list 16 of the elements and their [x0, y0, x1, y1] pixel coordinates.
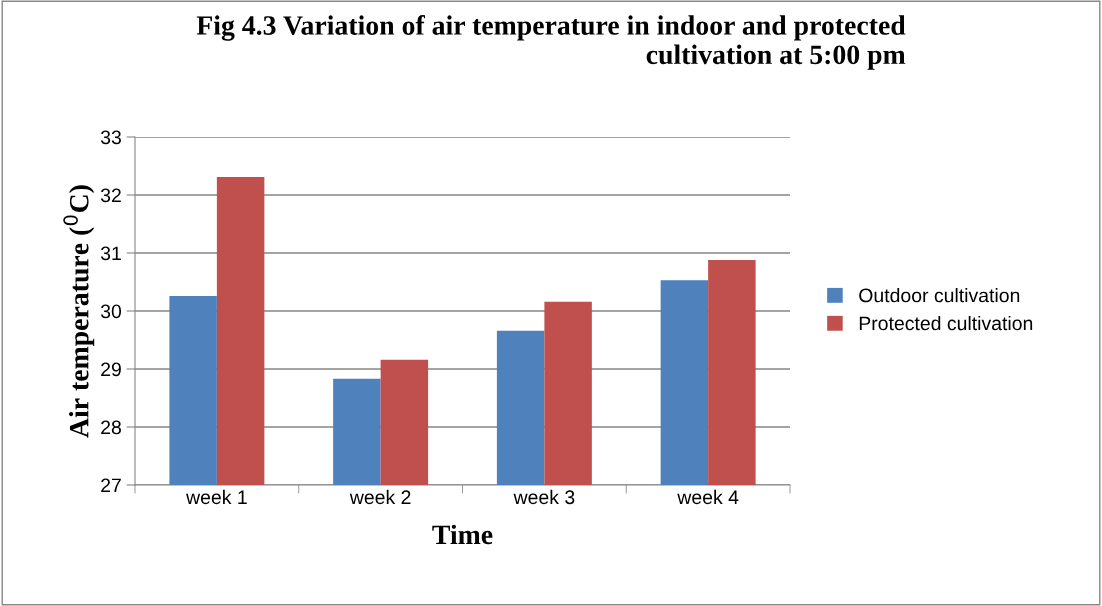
y-tick-label: 29 [101, 362, 121, 377]
y-tick-label: 33 [100, 130, 121, 145]
y-tick-label: 31 [100, 246, 121, 261]
chart-title: Fig 4.3 Variation of air temperature in indoor and protected cultivation at 5:00 pm [196, 15, 906, 70]
x-tick-label: week 2 [349, 489, 411, 505]
x-tick-label: week 4 [677, 489, 739, 505]
y-tick-label: 30 [100, 304, 122, 319]
legend-label: Outdoor cultivation [859, 288, 1020, 303]
y-tick-label: 28 [101, 420, 121, 435]
x-tick-label: week 1 [186, 489, 247, 505]
y-axis-title: Air temperature ($^{0}$C) [63, 185, 95, 438]
legend-label: Protected cultivation [859, 315, 1033, 331]
x-tick-label: week 3 [513, 489, 575, 505]
x-axis-title: Time [432, 524, 493, 545]
y-tick-label: 27 [101, 478, 121, 493]
y-tick-label: 32 [100, 188, 121, 203]
